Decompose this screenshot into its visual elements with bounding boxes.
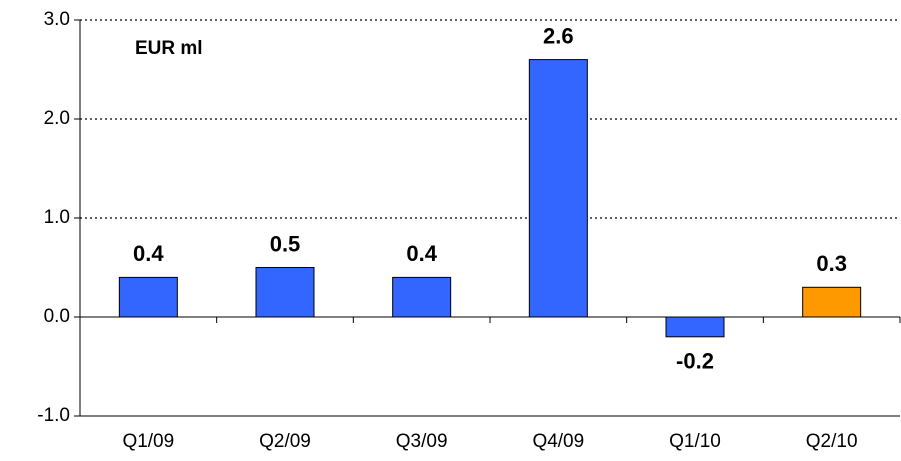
value-label: 0.3 (816, 251, 847, 276)
x-tick-label: Q4/09 (532, 431, 584, 452)
value-label: 0.5 (270, 231, 301, 256)
x-tick-label: Q3/09 (396, 431, 448, 452)
x-tick-label: Q2/10 (806, 431, 858, 452)
bar (118, 276, 178, 318)
value-label: 2.6 (543, 23, 574, 48)
bar (665, 316, 725, 338)
bar (528, 59, 588, 318)
bar (802, 286, 862, 318)
x-tick-label: Q1/10 (669, 431, 721, 452)
x-tick-label: Q2/09 (259, 431, 311, 452)
value-label: 0.4 (406, 241, 437, 266)
bar (392, 276, 452, 318)
y-tick-label: 2.0 (44, 108, 70, 129)
y-tick-label: -1.0 (37, 405, 70, 426)
y-tick-label: 1.0 (44, 207, 70, 228)
y-tick-label: 0.0 (44, 306, 70, 327)
bar (255, 267, 315, 318)
y-tick-label: 3.0 (44, 9, 70, 30)
value-label: -0.2 (676, 349, 714, 374)
value-label: 0.4 (133, 241, 164, 266)
unit-annotation: EUR ml (135, 38, 203, 59)
x-tick-label: Q1/09 (122, 431, 174, 452)
